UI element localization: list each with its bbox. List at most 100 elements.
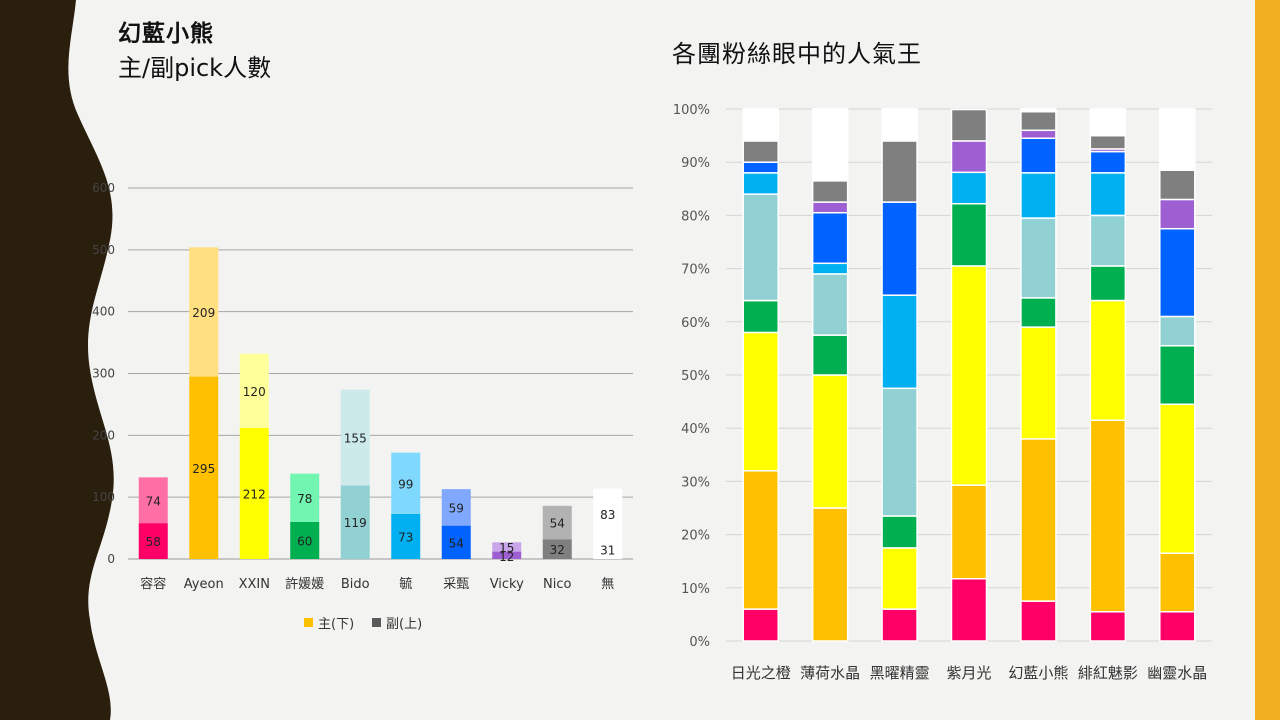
bar-segment	[881, 201, 918, 296]
y-tick-label: 10%	[681, 582, 710, 597]
y-tick-label: 90%	[681, 156, 710, 171]
data-label-secondary: 83	[600, 508, 615, 522]
bar-main	[239, 427, 269, 559]
bar-segment	[811, 507, 849, 642]
x-tick-label: Ayeon	[184, 577, 224, 592]
y-tick-label: 70%	[681, 263, 710, 278]
bar-main	[290, 521, 320, 559]
y-tick-label: 600	[92, 181, 115, 195]
bar-segment	[742, 331, 779, 472]
bar-segment	[742, 193, 779, 302]
y-tick-label: 30%	[681, 475, 710, 490]
bar-secondary	[340, 389, 370, 486]
x-tick-label: Vicky	[490, 577, 524, 592]
bar-segment	[742, 608, 779, 642]
data-label-secondary: 155	[344, 431, 367, 445]
bar-segment	[742, 299, 779, 334]
bar-secondary	[290, 473, 320, 522]
data-label-secondary: 209	[192, 306, 215, 320]
bar-segment	[1020, 438, 1057, 602]
bar-secondary	[492, 542, 522, 552]
legend-label-secondary: 副(上)	[386, 617, 422, 632]
bar-segment	[881, 515, 918, 549]
legend-label-main: 主(下)	[318, 617, 354, 632]
bar-secondary	[391, 452, 421, 514]
bar-segment	[1089, 172, 1127, 217]
bar-secondary	[593, 488, 623, 540]
bar-segment	[742, 140, 779, 163]
bar-segment	[1020, 326, 1057, 440]
bar-segment	[811, 374, 849, 509]
data-label-secondary: 99	[398, 477, 413, 491]
x-tick-label: 幽靈水晶	[1147, 664, 1207, 682]
bar-segment	[811, 211, 849, 265]
right-band	[1255, 0, 1280, 720]
data-label-main: 73	[398, 530, 413, 544]
data-label-main: 212	[243, 487, 266, 501]
bar-segment	[742, 172, 779, 195]
x-tick-label: 容容	[140, 576, 166, 592]
bar-main	[492, 551, 522, 559]
bar-segment	[811, 334, 849, 376]
data-label-secondary: 120	[243, 385, 266, 399]
data-label-main: 31	[600, 543, 615, 557]
data-label-main: 12	[499, 550, 514, 564]
bar-segment	[1089, 108, 1127, 137]
bar-secondary	[138, 477, 168, 524]
y-tick-label: 0%	[689, 635, 710, 650]
bar-segment	[1089, 150, 1127, 174]
bar-segment	[950, 578, 988, 642]
x-tick-label: 薄荷水晶	[800, 664, 860, 682]
bar-segment	[1020, 108, 1057, 113]
y-tick-label: 500	[92, 243, 115, 257]
x-tick-label: 紫月光	[946, 664, 991, 682]
data-label-main: 32	[550, 543, 565, 557]
bar-segment	[742, 161, 779, 174]
data-label-secondary: 54	[550, 517, 565, 531]
y-tick-label: 100%	[673, 103, 710, 118]
bar-secondary	[542, 505, 572, 540]
bar-segment	[1089, 214, 1127, 267]
bar-segment	[881, 108, 918, 142]
bar-segment	[1020, 217, 1057, 299]
bar-secondary	[441, 489, 471, 526]
bar-segment	[950, 171, 988, 205]
bar-main	[340, 485, 370, 559]
bar-segment	[881, 140, 918, 203]
y-tick-label: 60%	[681, 316, 710, 331]
bar-segment	[1089, 265, 1127, 302]
bar-main	[189, 376, 219, 559]
bar-segment	[881, 547, 918, 610]
bar-segment	[811, 180, 849, 203]
bar-segment	[950, 108, 988, 142]
bar-segment	[1159, 227, 1196, 318]
bar-segment	[881, 387, 918, 517]
x-tick-label: XXIN	[239, 577, 270, 592]
bar-segment	[881, 294, 918, 390]
left-wavy-band	[0, 0, 114, 720]
x-tick-label: Bido	[341, 577, 370, 592]
bar-main	[138, 523, 168, 559]
y-tick-label: 100	[92, 490, 115, 504]
x-tick-label: 日光之橙	[731, 664, 791, 682]
bar-main	[542, 539, 572, 559]
slide-subtitle: 主/副pick人數	[118, 54, 272, 82]
data-label-secondary: 59	[449, 501, 464, 515]
bar-segment	[1020, 137, 1057, 174]
slide-title: 幻藍小熊	[118, 21, 214, 47]
bar-segment	[1159, 198, 1196, 230]
bar-segment	[1159, 403, 1196, 554]
bar-segment	[1089, 134, 1127, 150]
data-label-secondary: 74	[146, 494, 161, 508]
bar-main	[441, 525, 471, 559]
bar-segment	[1159, 610, 1196, 642]
data-label-secondary: 78	[297, 492, 312, 506]
data-label-secondary: 15	[499, 541, 514, 555]
bar-segment	[1159, 315, 1196, 347]
x-tick-label: 黑曜精靈	[870, 664, 930, 682]
x-tick-label: 緋紅魅影	[1078, 664, 1138, 682]
data-label-main: 60	[297, 534, 312, 548]
y-tick-label: 200	[92, 428, 115, 442]
bar-segment	[1089, 299, 1127, 421]
